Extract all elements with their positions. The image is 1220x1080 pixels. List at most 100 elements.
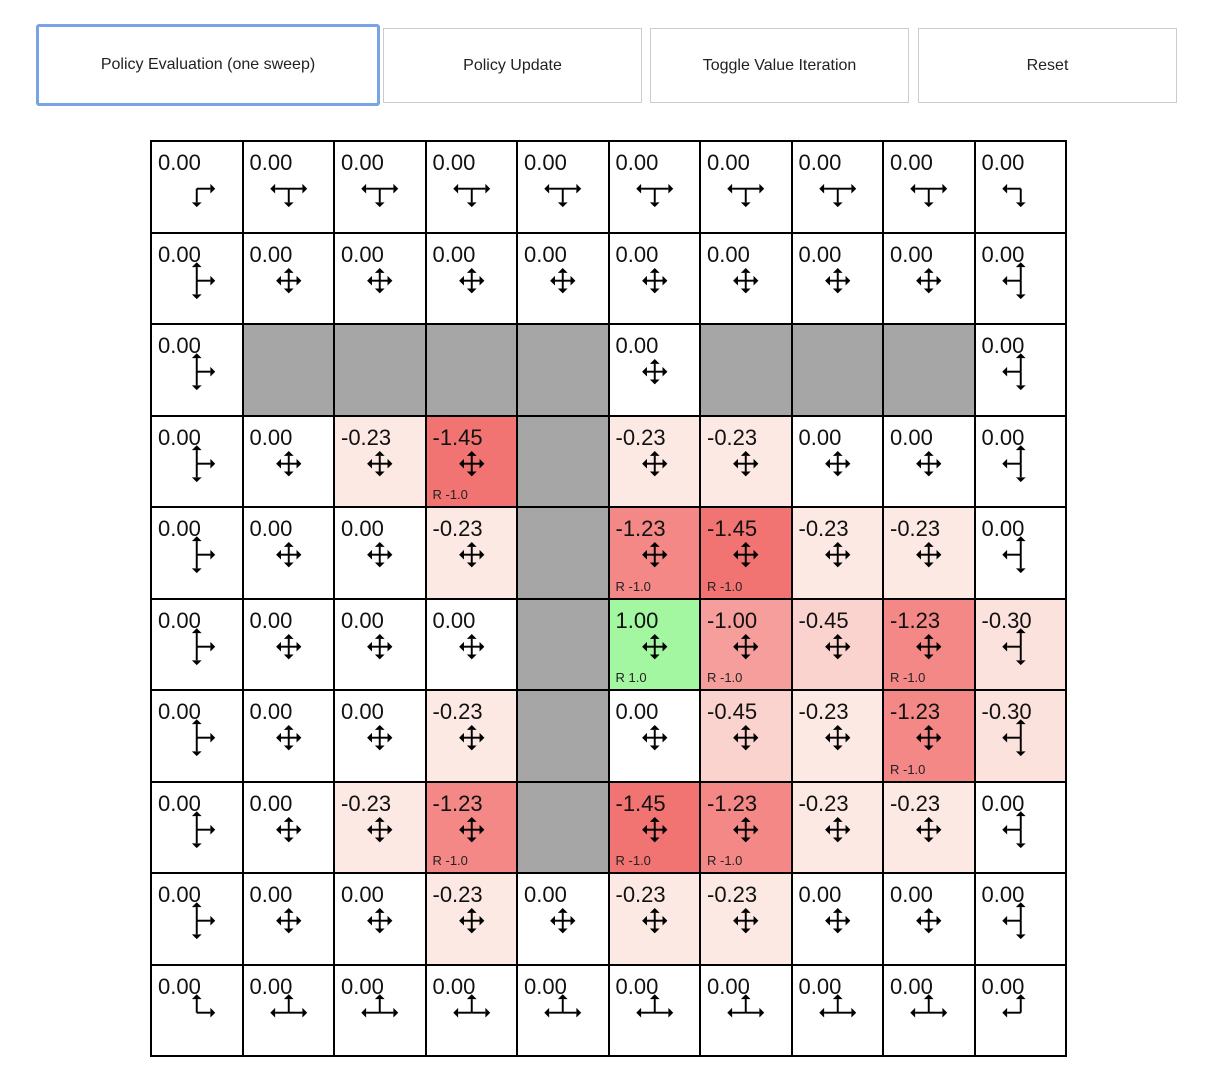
policy-evaluation-button[interactable]: Policy Evaluation (one sweep) <box>36 24 380 106</box>
wall-cell[interactable] <box>425 324 517 416</box>
grid-cell[interactable]: 0.00 <box>791 873 883 965</box>
wall-cell[interactable] <box>517 415 609 507</box>
grid-cell[interactable]: 0.00 <box>974 964 1066 1056</box>
grid-cell[interactable]: 0.00 <box>242 964 334 1056</box>
grid-cell[interactable]: 0.00 <box>974 415 1066 507</box>
grid-cell[interactable]: 0.00 <box>883 415 975 507</box>
grid-cell[interactable]: 0.00 <box>883 141 975 233</box>
grid-cell[interactable]: 0.00 <box>608 964 700 1056</box>
grid-cell[interactable]: -1.00 R -1.0 <box>700 598 792 690</box>
grid-cell[interactable]: 0.00 <box>974 873 1066 965</box>
grid-cell[interactable]: 0.00 <box>883 232 975 324</box>
policy-update-button[interactable]: Policy Update <box>383 28 642 103</box>
grid-cell[interactable]: -1.23 R -1.0 <box>608 507 700 599</box>
grid-cell[interactable]: -0.23 <box>883 507 975 599</box>
grid-cell[interactable]: -0.30 <box>974 598 1066 690</box>
grid-cell[interactable]: 0.00 <box>334 690 426 782</box>
wall-cell[interactable] <box>700 324 792 416</box>
grid-cell[interactable]: 0.00 <box>151 873 243 965</box>
grid-cell[interactable]: 0.00 <box>425 964 517 1056</box>
grid-cell[interactable]: 0.00 <box>151 964 243 1056</box>
grid-cell[interactable]: 0.00 <box>974 781 1066 873</box>
wall-cell[interactable] <box>517 781 609 873</box>
grid-cell[interactable]: -0.23 <box>334 415 426 507</box>
grid-cell[interactable]: -0.23 <box>791 781 883 873</box>
grid-cell[interactable]: 0.00 <box>242 415 334 507</box>
grid-cell[interactable]: 0.00 <box>425 141 517 233</box>
grid-cell[interactable]: 0.00 <box>974 232 1066 324</box>
grid-cell[interactable]: 0.00 <box>334 598 426 690</box>
grid-cell[interactable]: 0.00 <box>151 324 243 416</box>
grid-cell[interactable]: -1.45 R -1.0 <box>608 781 700 873</box>
grid-cell[interactable]: 0.00 <box>242 690 334 782</box>
grid-cell[interactable]: 0.00 <box>334 141 426 233</box>
wall-cell[interactable] <box>242 324 334 416</box>
grid-cell[interactable]: -0.23 <box>791 690 883 782</box>
grid-cell[interactable]: 1.00 R 1.0 <box>608 598 700 690</box>
grid-cell[interactable]: 0.00 <box>242 141 334 233</box>
grid-cell[interactable]: -1.23 R -1.0 <box>883 598 975 690</box>
grid-cell[interactable]: 0.00 <box>151 507 243 599</box>
grid-cell[interactable]: 0.00 <box>151 141 243 233</box>
grid-cell[interactable]: -0.23 <box>608 415 700 507</box>
grid-cell[interactable]: -0.45 <box>791 598 883 690</box>
grid-cell[interactable]: 0.00 <box>608 690 700 782</box>
grid-cell[interactable]: 0.00 <box>974 324 1066 416</box>
grid-cell[interactable]: 0.00 <box>517 141 609 233</box>
grid-cell[interactable]: 0.00 <box>608 141 700 233</box>
wall-cell[interactable] <box>334 324 426 416</box>
grid-cell[interactable]: 0.00 <box>608 232 700 324</box>
grid-cell[interactable]: 0.00 <box>334 873 426 965</box>
grid-cell[interactable]: -0.23 <box>425 690 517 782</box>
grid-cell[interactable]: -1.45 R -1.0 <box>425 415 517 507</box>
grid-cell[interactable]: -0.23 <box>883 781 975 873</box>
grid-cell[interactable]: 0.00 <box>242 507 334 599</box>
grid-cell[interactable]: -0.23 <box>791 507 883 599</box>
grid-cell[interactable]: -0.23 <box>425 507 517 599</box>
grid-cell[interactable]: 0.00 <box>791 964 883 1056</box>
grid-cell[interactable]: 0.00 <box>700 141 792 233</box>
grid-cell[interactable]: -0.23 <box>425 873 517 965</box>
grid-cell[interactable]: 0.00 <box>242 598 334 690</box>
grid-cell[interactable]: 0.00 <box>700 232 792 324</box>
grid-cell[interactable]: 0.00 <box>517 964 609 1056</box>
grid-cell[interactable]: -1.23 R -1.0 <box>425 781 517 873</box>
wall-cell[interactable] <box>517 507 609 599</box>
grid-cell[interactable]: 0.00 <box>791 415 883 507</box>
grid-cell[interactable]: 0.00 <box>151 232 243 324</box>
grid-cell[interactable]: -0.23 <box>608 873 700 965</box>
grid-cell[interactable]: 0.00 <box>334 507 426 599</box>
grid-cell[interactable]: 0.00 <box>425 598 517 690</box>
grid-cell[interactable]: 0.00 <box>700 964 792 1056</box>
grid-cell[interactable]: 0.00 <box>791 141 883 233</box>
grid-cell[interactable]: 0.00 <box>883 964 975 1056</box>
grid-cell[interactable]: 0.00 <box>242 873 334 965</box>
grid-cell[interactable]: 0.00 <box>608 324 700 416</box>
grid-cell[interactable]: -1.45 R -1.0 <box>700 507 792 599</box>
wall-cell[interactable] <box>517 324 609 416</box>
grid-cell[interactable]: 0.00 <box>517 873 609 965</box>
grid-cell[interactable]: -0.23 <box>334 781 426 873</box>
grid-cell[interactable]: 0.00 <box>242 232 334 324</box>
grid-cell[interactable]: 0.00 <box>151 690 243 782</box>
wall-cell[interactable] <box>517 598 609 690</box>
grid-cell[interactable]: 0.00 <box>334 964 426 1056</box>
grid-cell[interactable]: 0.00 <box>151 598 243 690</box>
grid-cell[interactable]: 0.00 <box>151 781 243 873</box>
grid-cell[interactable]: -0.45 <box>700 690 792 782</box>
reset-button[interactable]: Reset <box>918 28 1177 103</box>
grid-cell[interactable]: -0.23 <box>700 873 792 965</box>
grid-cell[interactable]: 0.00 <box>242 781 334 873</box>
wall-cell[interactable] <box>791 324 883 416</box>
grid-cell[interactable]: -1.23 R -1.0 <box>883 690 975 782</box>
grid-cell[interactable]: 0.00 <box>883 873 975 965</box>
toggle-value-iteration-button[interactable]: Toggle Value Iteration <box>650 28 909 103</box>
wall-cell[interactable] <box>517 690 609 782</box>
grid-cell[interactable]: 0.00 <box>517 232 609 324</box>
grid-cell[interactable]: 0.00 <box>425 232 517 324</box>
grid-cell[interactable]: -1.23 R -1.0 <box>700 781 792 873</box>
grid-cell[interactable]: 0.00 <box>334 232 426 324</box>
grid-cell[interactable]: -0.23 <box>700 415 792 507</box>
grid-cell[interactable]: 0.00 <box>974 141 1066 233</box>
wall-cell[interactable] <box>883 324 975 416</box>
